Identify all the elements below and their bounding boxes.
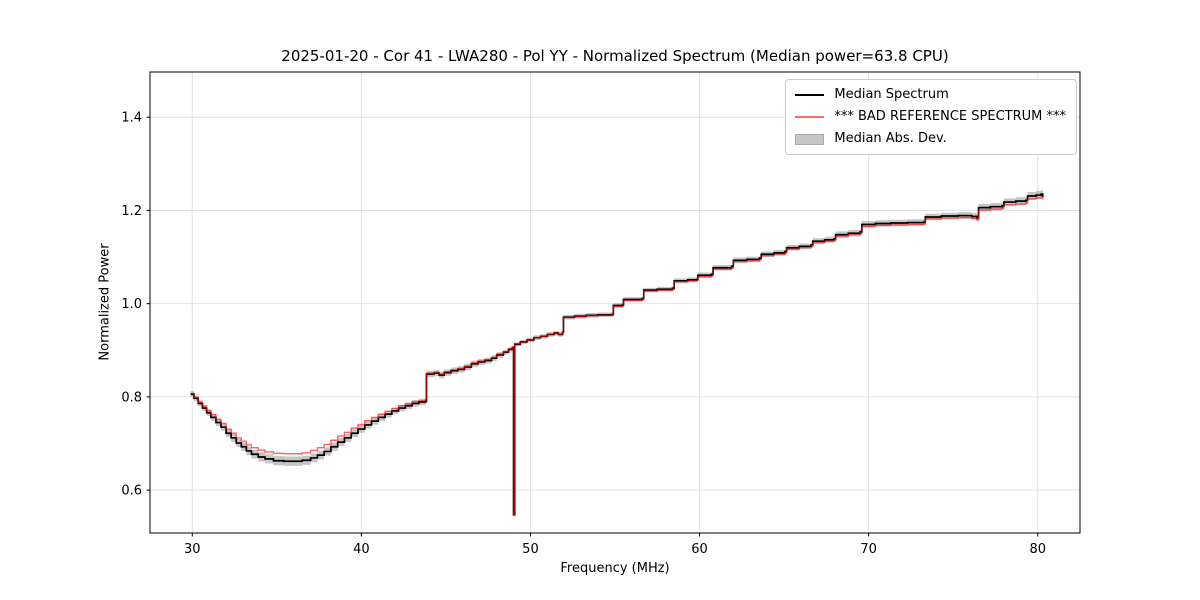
x-tick-label: 70 [860, 542, 877, 557]
tick-labels: 30 40 50 60 70 80 0.6 0.8 1.0 1.2 1.4 [121, 111, 1046, 557]
chart-title: 2025-01-20 - Cor 41 - LWA280 - Pol YY - … [281, 47, 949, 65]
x-tick-label: 50 [522, 542, 539, 557]
mad-band [190, 189, 1043, 517]
median-spectrum-line-swatch-icon [795, 94, 825, 96]
y-tick-label: 1.2 [121, 204, 142, 219]
x-axis-label: Frequency (MHz) [560, 561, 670, 576]
bad-reference-line [190, 196, 1044, 516]
legend-label-bad-reference: *** BAD REFERENCE SPECTRUM *** [834, 109, 1066, 124]
bad-reference-line-swatch-icon [795, 116, 825, 118]
median-spectrum-line [190, 193, 1044, 516]
legend-item-median-abs-dev: Median Abs. Dev. [795, 131, 1066, 147]
x-tick-label: 40 [353, 542, 370, 557]
y-tick-label: 1.4 [121, 111, 142, 126]
legend-label-median-spectrum: Median Spectrum [834, 87, 949, 102]
y-tick-label: 0.6 [121, 484, 142, 499]
y-tick-label: 1.0 [121, 297, 142, 312]
median-abs-dev-patch-swatch-icon [795, 133, 825, 145]
axes-frame [146, 71, 1081, 537]
legend: Median Spectrum *** BAD REFERENCE SPECTR… [785, 79, 1077, 155]
y-tick-label: 0.8 [121, 390, 142, 405]
legend-item-bad-reference: *** BAD REFERENCE SPECTRUM *** [795, 109, 1066, 125]
legend-item-median-spectrum: Median Spectrum [795, 87, 1066, 103]
x-tick-label: 80 [1029, 542, 1046, 557]
x-tick-label: 30 [184, 542, 201, 557]
x-tick-label: 60 [691, 542, 708, 557]
legend-label-median-abs-dev: Median Abs. Dev. [834, 131, 947, 146]
